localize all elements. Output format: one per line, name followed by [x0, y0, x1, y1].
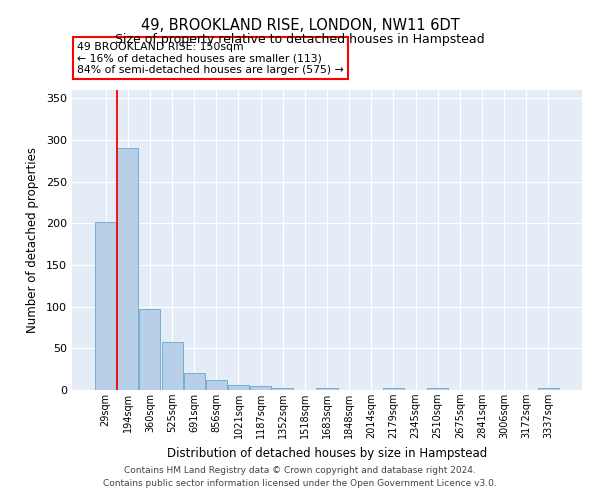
Y-axis label: Number of detached properties: Number of detached properties — [26, 147, 39, 333]
Bar — [316, 388, 338, 390]
Bar — [161, 342, 182, 390]
X-axis label: Distribution of detached houses by size in Hampstead: Distribution of detached houses by size … — [167, 446, 487, 460]
Bar — [184, 374, 205, 390]
Text: 49, BROOKLAND RISE, LONDON, NW11 6DT: 49, BROOKLAND RISE, LONDON, NW11 6DT — [140, 18, 460, 32]
Bar — [250, 386, 271, 390]
Text: Size of property relative to detached houses in Hampstead: Size of property relative to detached ho… — [115, 32, 485, 46]
Bar — [538, 388, 559, 390]
Bar — [228, 385, 249, 390]
Bar — [118, 148, 139, 390]
Bar — [139, 309, 160, 390]
Text: 49 BROOKLAND RISE: 150sqm
← 16% of detached houses are smaller (113)
84% of semi: 49 BROOKLAND RISE: 150sqm ← 16% of detac… — [77, 42, 344, 75]
Bar — [383, 388, 404, 390]
Bar — [427, 388, 448, 390]
Bar — [95, 222, 116, 390]
Bar — [272, 388, 293, 390]
Text: Contains HM Land Registry data © Crown copyright and database right 2024.
Contai: Contains HM Land Registry data © Crown c… — [103, 466, 497, 487]
Bar — [206, 380, 227, 390]
